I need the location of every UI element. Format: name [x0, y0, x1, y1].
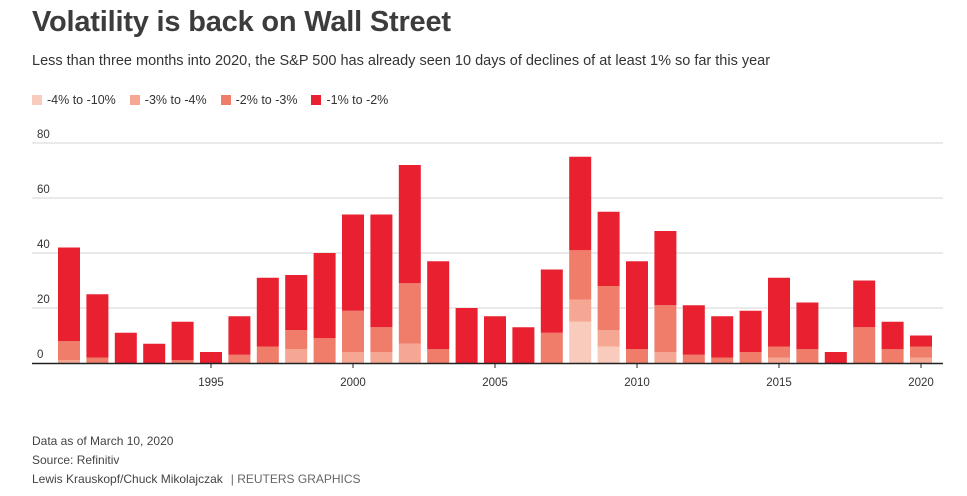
bar-segment — [569, 250, 592, 300]
legend-item: -2% to -3% — [220, 93, 298, 107]
x-tick-label: 2000 — [340, 377, 366, 389]
bar-segment — [682, 305, 705, 355]
bar-segment — [313, 338, 336, 363]
bar-segment — [455, 308, 478, 363]
legend-item: -1% to -2% — [311, 93, 388, 107]
bar-segment — [256, 277, 279, 347]
bar-segment — [597, 330, 620, 347]
x-tick-label: 2005 — [482, 377, 508, 389]
chart-subtitle: Less than three months into 2020, the S&… — [32, 53, 771, 69]
bar-segment — [853, 280, 876, 328]
brand: | REUTERS GRAPHICS — [230, 472, 361, 486]
bar-segment — [654, 352, 677, 363]
legend-label: -4% to -10% — [47, 93, 116, 107]
bar-segment — [58, 247, 80, 341]
bar-segment — [569, 156, 592, 251]
bar-segment — [910, 346, 932, 358]
bar-segment — [58, 341, 80, 361]
bar-segment — [910, 335, 932, 347]
y-tick-label: 0 — [37, 349, 43, 361]
y-tick-label: 20 — [37, 294, 50, 306]
y-tick-label: 60 — [37, 184, 50, 196]
legend-item: -3% to -4% — [129, 93, 207, 107]
bar-segment — [711, 357, 734, 363]
bar-segment — [114, 332, 137, 363]
bar-segment — [256, 346, 279, 363]
legend-swatch — [311, 95, 322, 105]
bar-segment — [597, 346, 620, 363]
bar-segment — [540, 269, 563, 333]
chart-title: Volatility is back on Wall Street — [32, 6, 451, 38]
bar-segment — [796, 349, 819, 363]
bar-segment — [171, 360, 194, 363]
bar-segment — [768, 357, 790, 363]
bar-segment — [143, 343, 166, 363]
legend-swatch — [220, 95, 231, 105]
bar-segment — [626, 349, 648, 363]
bar-segment — [285, 275, 308, 330]
bar-segment — [654, 231, 677, 306]
legend-swatch — [32, 95, 42, 105]
bar-segment — [739, 352, 762, 363]
bar-segment — [427, 349, 450, 363]
bar-segment — [427, 261, 450, 350]
bar-segment — [881, 321, 904, 350]
bar-segment — [768, 277, 790, 347]
stacked-bar-chart: 0 20 40 60 80 1995 2000 2005 2010 2015 2020 — [32, 129, 943, 389]
bar-segment — [86, 357, 109, 363]
x-tick-label: 2020 — [908, 377, 934, 389]
bar-segment — [569, 299, 592, 322]
y-tick-label: 40 — [37, 239, 50, 251]
bar-segment — [342, 310, 364, 352]
bar-segment — [711, 316, 734, 358]
bar-segment — [881, 349, 904, 363]
bar-segment — [654, 305, 677, 352]
credits: Lewis Krauskopf/Chuck Mikolajczak — [32, 472, 223, 486]
bar-segment — [796, 302, 819, 350]
legend-label: -3% to -4% — [144, 93, 207, 107]
bar-segment — [342, 352, 364, 363]
bar-segment — [342, 214, 364, 311]
bar-segment — [597, 211, 620, 286]
bar-segment — [228, 316, 251, 355]
bar-segment — [484, 316, 506, 363]
bar-segment — [739, 310, 762, 352]
bar-segment — [370, 352, 393, 363]
bar-segment — [512, 327, 535, 363]
source-note: Source: Refinitiv — [32, 453, 120, 467]
bar-segment — [313, 253, 336, 339]
bar-segment — [853, 327, 876, 363]
legend-label: -1% to -2% — [326, 93, 389, 107]
bar-segment — [824, 352, 847, 363]
y-tick-label: 80 — [37, 129, 50, 141]
bar-segment — [597, 286, 620, 330]
bar-segment — [398, 165, 421, 284]
bar-segment — [398, 343, 421, 363]
bar-segment — [398, 283, 421, 344]
bar-segment — [200, 352, 222, 363]
x-tick-label: 2015 — [766, 377, 792, 389]
data-note: Data as of March 10, 2020 — [32, 434, 174, 448]
bar-segment — [540, 332, 563, 363]
bar-segment — [86, 294, 109, 358]
bar-segment — [768, 346, 790, 358]
bar-segment — [285, 349, 308, 363]
x-tick-label: 1995 — [198, 377, 224, 389]
legend-item: -4% to -10% — [32, 93, 116, 107]
credits-line: Lewis Krauskopf/Chuck Mikolajczak | REUTE… — [32, 472, 361, 486]
bar-segment — [171, 321, 194, 361]
bar-segment — [682, 354, 705, 363]
bar-segment — [285, 330, 308, 350]
bar-segment — [370, 327, 393, 352]
bar-segment — [569, 321, 592, 363]
legend: -4% to -10% -3% to -4% -2% to -3% -1% to… — [32, 93, 388, 107]
legend-swatch — [129, 95, 140, 105]
bar-segment — [910, 357, 932, 363]
bar-segment — [228, 354, 251, 363]
bar-segment — [370, 214, 393, 328]
bar-segment — [626, 261, 648, 350]
bar-segment — [58, 360, 80, 363]
legend-label: -2% to -3% — [235, 93, 298, 107]
x-tick-label: 2010 — [624, 377, 650, 389]
